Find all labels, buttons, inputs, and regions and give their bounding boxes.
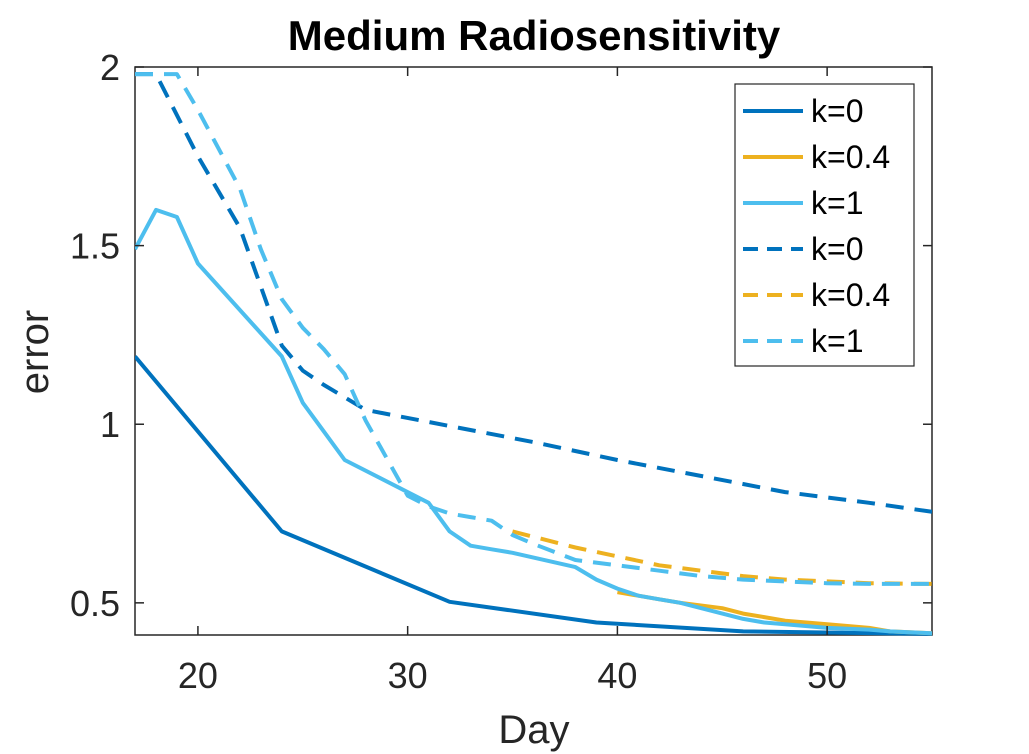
legend-label: k=0	[811, 93, 863, 129]
series-line-2-solid	[135, 207, 932, 636]
x-tick-label: 30	[388, 655, 428, 696]
legend-label: k=0.4	[811, 277, 890, 313]
chart-title: Medium Radiosensitivity	[288, 12, 781, 59]
legend-label: k=1	[811, 323, 863, 359]
y-tick-label: 1	[100, 404, 120, 445]
series-line-0-solid	[135, 355, 932, 636]
legend-box	[734, 83, 915, 367]
legend-label: k=1	[811, 185, 863, 221]
series-line-5-dashed	[135, 72, 932, 586]
series-layer	[135, 72, 932, 636]
tick-layer: 20 30 40 50 0.5 1 1.5 2	[70, 47, 932, 696]
y-tick-label: 1.5	[70, 226, 120, 267]
y-tick-label: 2	[100, 47, 120, 88]
x-tick-label: 40	[597, 655, 637, 696]
x-tick-label: 20	[178, 655, 218, 696]
legend-label: k=0.4	[811, 139, 890, 175]
y-tick-label: 0.5	[70, 583, 120, 624]
x-axis-label: Day	[498, 708, 569, 752]
y-axis-label: error	[13, 310, 57, 394]
legend: k=0 k=0.4 k=1 k=0 k=0.4 k=1	[734, 83, 915, 367]
series-line-3-dashed	[135, 72, 932, 514]
x-tick-label: 50	[807, 655, 847, 696]
legend-label: k=0	[811, 231, 863, 267]
